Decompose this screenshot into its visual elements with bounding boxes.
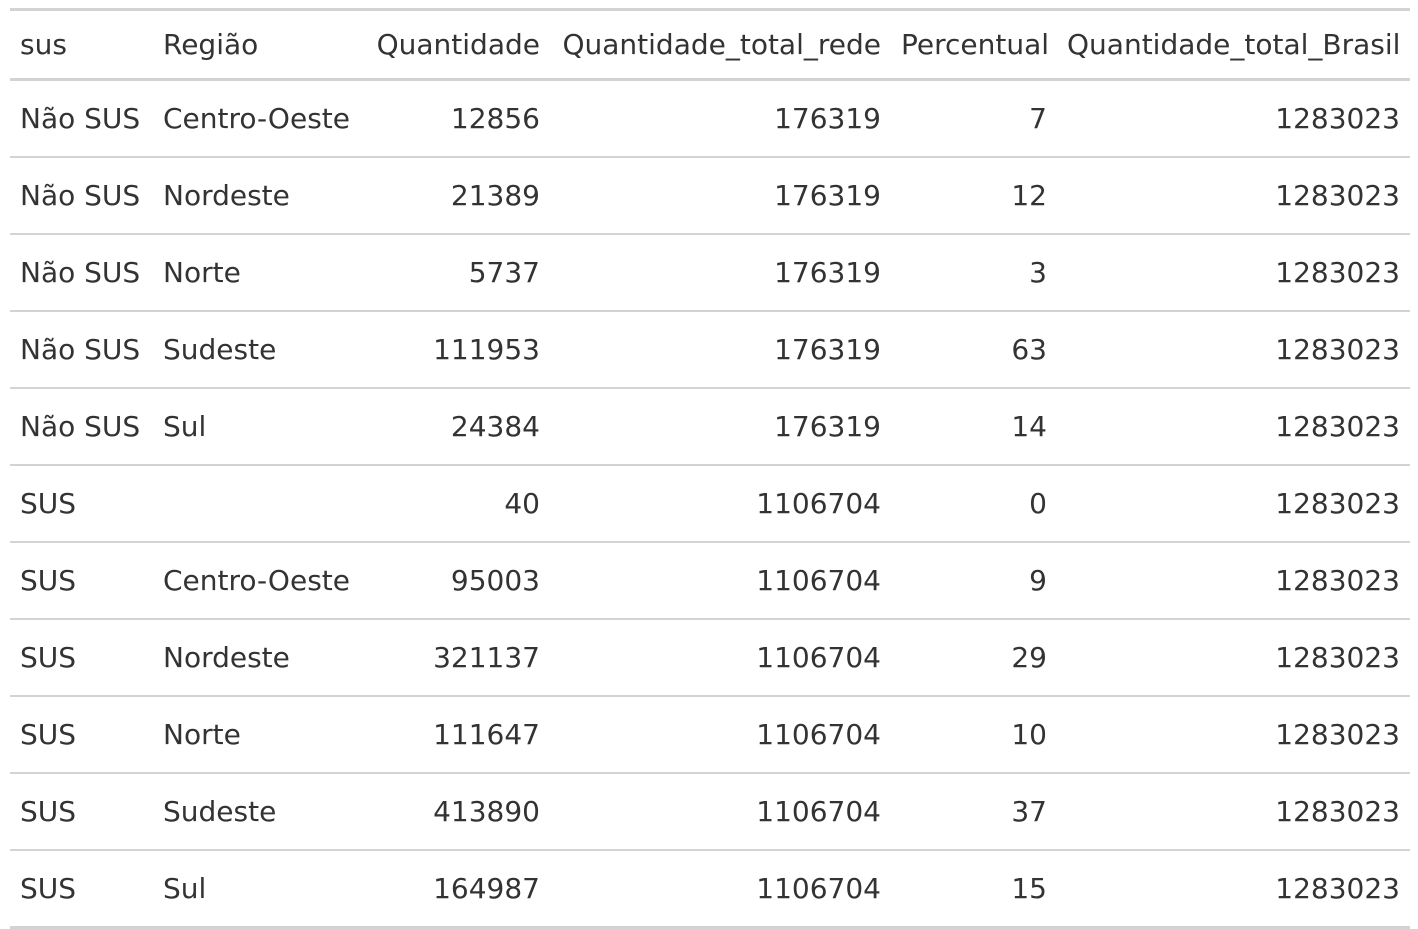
table-cell: 1283023 bbox=[1275, 872, 1400, 905]
column-header: Quantidade bbox=[365, 9, 550, 81]
table-row: Não SUS Nordeste 21389 176319 12 1283023 bbox=[10, 157, 1410, 235]
table-cell: 24384 bbox=[365, 388, 550, 466]
table-cell: Centro-Oeste bbox=[153, 542, 365, 620]
table-cell: 176319 bbox=[550, 79, 891, 158]
table-cell: 111953 bbox=[365, 311, 550, 389]
table-cell: Nordeste bbox=[153, 619, 365, 697]
table-cell: Não SUS bbox=[10, 311, 153, 389]
column-header: Região bbox=[153, 9, 365, 81]
table-cell: 1283023 bbox=[1057, 773, 1410, 851]
table-cell: 1283023 bbox=[1057, 234, 1410, 312]
table-cell: 95003 bbox=[365, 542, 550, 620]
table-cell: 1283023 bbox=[1057, 311, 1410, 389]
table-cell: Sudeste bbox=[153, 773, 365, 851]
column-header: Quantidade_total_rede bbox=[550, 9, 891, 81]
table-cell: 1283023 bbox=[1057, 465, 1410, 543]
table-row: Não SUS Sudeste 111953 176319 63 1283023 bbox=[10, 311, 1410, 389]
table-cell: 1283023 bbox=[1057, 696, 1410, 774]
table-cell: 9 bbox=[891, 542, 1057, 620]
table-cell: 21389 bbox=[365, 157, 550, 235]
table-cell: 12856 bbox=[365, 79, 550, 158]
table-cell: 1283023 bbox=[1057, 79, 1410, 158]
table-cell: 1283023 bbox=[1057, 388, 1410, 466]
table-cell: 413890 bbox=[365, 773, 550, 851]
data-table: sus Região Quantidade Quantidade_total_rede… bbox=[10, 8, 1410, 929]
table-cell: 1283023 bbox=[1057, 542, 1410, 620]
table-cell: 1106704 bbox=[756, 872, 881, 905]
table-cell: 3 bbox=[891, 234, 1057, 312]
table-row: SUS 40 1106704 0 1283023 bbox=[10, 465, 1410, 543]
table-cell: 176319 bbox=[550, 388, 891, 466]
table-header-row: sus Região Quantidade Quantidade_total_rede… bbox=[10, 9, 1410, 81]
table-cell: 1106704 bbox=[550, 619, 891, 697]
table-cell: 0 bbox=[891, 465, 1057, 543]
table-cell: SUS bbox=[10, 696, 153, 774]
table-body: Não SUS Centro-Oeste 12856 176319 7 1283023 Nã… bbox=[10, 79, 1410, 928]
table-cell: SUS bbox=[20, 872, 77, 905]
table-cell: 176319 bbox=[550, 234, 891, 312]
table-cell: 321137 bbox=[365, 619, 550, 697]
table-cell: Norte bbox=[153, 696, 365, 774]
table-row: Não SUS Centro-Oeste 12856 176319 7 1283023 bbox=[10, 79, 1410, 158]
table-cell: Nordeste bbox=[153, 157, 365, 235]
table-cell: 1283023 bbox=[1057, 619, 1410, 697]
table-row: SUS Nordeste 321137 1106704 29 1283023 bbox=[10, 619, 1410, 697]
table-cell: Centro-Oeste bbox=[153, 79, 365, 158]
table-cell: 14 bbox=[891, 388, 1057, 466]
table-cell: 1106704 bbox=[550, 465, 891, 543]
table-cell: 40 bbox=[365, 465, 550, 543]
table-cell: 63 bbox=[891, 311, 1057, 389]
table-row: SUS Centro-Oeste 95003 1106704 9 1283023 bbox=[10, 542, 1410, 620]
table-cell: 37 bbox=[891, 773, 1057, 851]
table-cell: Sudeste bbox=[153, 311, 365, 389]
table-cell: 12 bbox=[891, 157, 1057, 235]
column-header: Quantidade_total_Brasil bbox=[1057, 9, 1410, 81]
table-cell: 29 bbox=[891, 619, 1057, 697]
table-cell: 1106704 bbox=[550, 773, 891, 851]
table-cell: Não SUS bbox=[10, 234, 153, 312]
table-row: SUS Sul 164987 1106704 15 1283023 bbox=[10, 850, 1410, 928]
table-cell: 15 bbox=[1011, 872, 1047, 905]
table-row: Não SUS Norte 5737 176319 3 1283023 bbox=[10, 234, 1410, 312]
data-table-container: sus Região Quantidade Quantidade_total_rede… bbox=[10, 8, 1410, 929]
table-cell: Sul bbox=[163, 872, 207, 905]
table-cell: 5737 bbox=[365, 234, 550, 312]
column-header: sus bbox=[10, 9, 153, 81]
table-cell: 1283023 bbox=[1057, 157, 1410, 235]
table-cell: SUS bbox=[10, 619, 153, 697]
table-row: SUS Sudeste 413890 1106704 37 1283023 bbox=[10, 773, 1410, 851]
table-cell: SUS bbox=[10, 773, 153, 851]
table-row: SUS Norte 111647 1106704 10 1283023 bbox=[10, 696, 1410, 774]
table-cell: 1106704 bbox=[550, 696, 891, 774]
table-cell: 10 bbox=[891, 696, 1057, 774]
table-cell: 164987 bbox=[433, 872, 540, 905]
table-cell: SUS bbox=[10, 465, 153, 543]
table-cell: Sul bbox=[153, 388, 365, 466]
table-cell: Não SUS bbox=[10, 157, 153, 235]
table-cell: 7 bbox=[891, 79, 1057, 158]
table-cell: 176319 bbox=[550, 311, 891, 389]
table-cell: 111647 bbox=[365, 696, 550, 774]
column-header: Percentual bbox=[891, 9, 1057, 81]
table-cell: SUS bbox=[10, 542, 153, 620]
table-cell bbox=[153, 465, 365, 543]
table-cell: Norte bbox=[153, 234, 365, 312]
table-cell: 176319 bbox=[550, 157, 891, 235]
table-cell: Não SUS bbox=[10, 388, 153, 466]
table-cell: 1106704 bbox=[550, 542, 891, 620]
table-row: Não SUS Sul 24384 176319 14 1283023 bbox=[10, 388, 1410, 466]
table-cell: Não SUS bbox=[10, 79, 153, 158]
